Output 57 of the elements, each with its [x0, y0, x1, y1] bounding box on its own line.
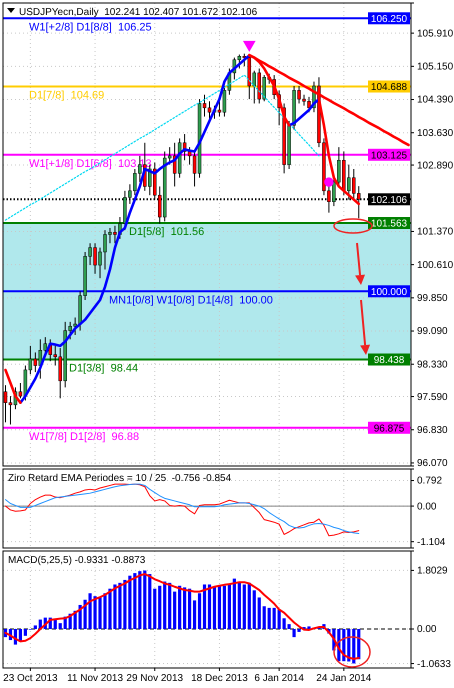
- bar: [297, 629, 301, 632]
- annotation: W1[7/8] D1[2/8] 96.88: [29, 430, 140, 443]
- annotation: D1[7/8] 104.69: [29, 90, 104, 102]
- bar: [198, 593, 202, 629]
- y-tick-label: 99.850: [417, 293, 448, 304]
- y-tick-label: 104.390: [417, 94, 454, 106]
- chart-title: MACD(5,25,5) -0.9331 -0.8873: [8, 555, 146, 566]
- y-tick-label: 100.610: [417, 260, 454, 271]
- y-tick-label: 0.792: [417, 476, 442, 487]
- ref-line-label: 100.000: [370, 286, 408, 298]
- bar: [292, 629, 296, 638]
- annotation: W1[+2/8] D1[8/8] 106.25: [29, 21, 152, 34]
- ref-line-label: 103.125: [370, 150, 408, 162]
- annotation: D1[5/8] 101.56: [129, 226, 204, 238]
- y-tick-label: 97.590: [417, 392, 448, 403]
- y-tick-label: 105.910: [417, 28, 454, 40]
- y-tick-label: 1.8029: [417, 566, 448, 577]
- ref-line-label: 96.875: [374, 423, 405, 434]
- ref-line-label: 101.563: [370, 218, 408, 230]
- y-tick-label: -1.104: [417, 536, 446, 548]
- ref-line-label: 104.688: [370, 82, 408, 94]
- x-tick-label: 24 Jan 2014: [316, 673, 372, 684]
- chart-title: Ziro Retard EMA Periodes = 10 / 25 -0.756 -0.854: [8, 473, 232, 484]
- bar: [98, 597, 102, 629]
- bar: [222, 586, 226, 629]
- annotation: D1[3/8] 98.44: [69, 362, 138, 375]
- x-tick-label: 6 Jan 2014: [254, 673, 304, 684]
- ref-line-label: 98.438: [374, 355, 405, 366]
- ref-line-label: 106.250: [370, 14, 408, 25]
- y-tick-label: 96.070: [417, 458, 448, 470]
- y-tick-label: 99.090: [417, 326, 448, 338]
- line-series: [4, 74, 320, 221]
- y-tick-label: 102.890: [417, 160, 454, 172]
- y-tick-label: 103.630: [417, 128, 454, 139]
- bar: [228, 584, 231, 629]
- y-tick-label: -1.0633: [417, 658, 452, 670]
- bar: [282, 618, 286, 629]
- chart-title: USDJPYecn,Daily 102.241 102.407 101.672 102.106: [19, 7, 258, 18]
- bar: [192, 600, 196, 629]
- y-tick-label: 101.370: [417, 226, 454, 238]
- x-tick-label: 29 Nov 2013: [126, 673, 184, 684]
- bar: [188, 588, 192, 629]
- y-tick-label: 0.00: [417, 624, 437, 636]
- x-tick-label: 11 Nov 2013: [67, 673, 124, 684]
- x-tick-label: 18 Dec 2013: [191, 673, 248, 684]
- bar: [128, 576, 132, 629]
- bar: [24, 629, 27, 636]
- bar: [212, 587, 216, 629]
- annotation: MN1[0/8] W1[0/8] D1[4/8] 100.00: [109, 294, 273, 306]
- x-tick-label: 23 Oct 2013: [3, 673, 58, 684]
- ref-line-label: 102.106: [370, 194, 408, 206]
- y-tick-label: 105.150: [417, 62, 454, 73]
- y-tick-label: 96.830: [417, 424, 448, 436]
- bar: [218, 586, 222, 629]
- y-tick-label: 98.330: [417, 359, 448, 370]
- y-tick-label: 0.00: [417, 501, 437, 512]
- bar: [288, 624, 291, 629]
